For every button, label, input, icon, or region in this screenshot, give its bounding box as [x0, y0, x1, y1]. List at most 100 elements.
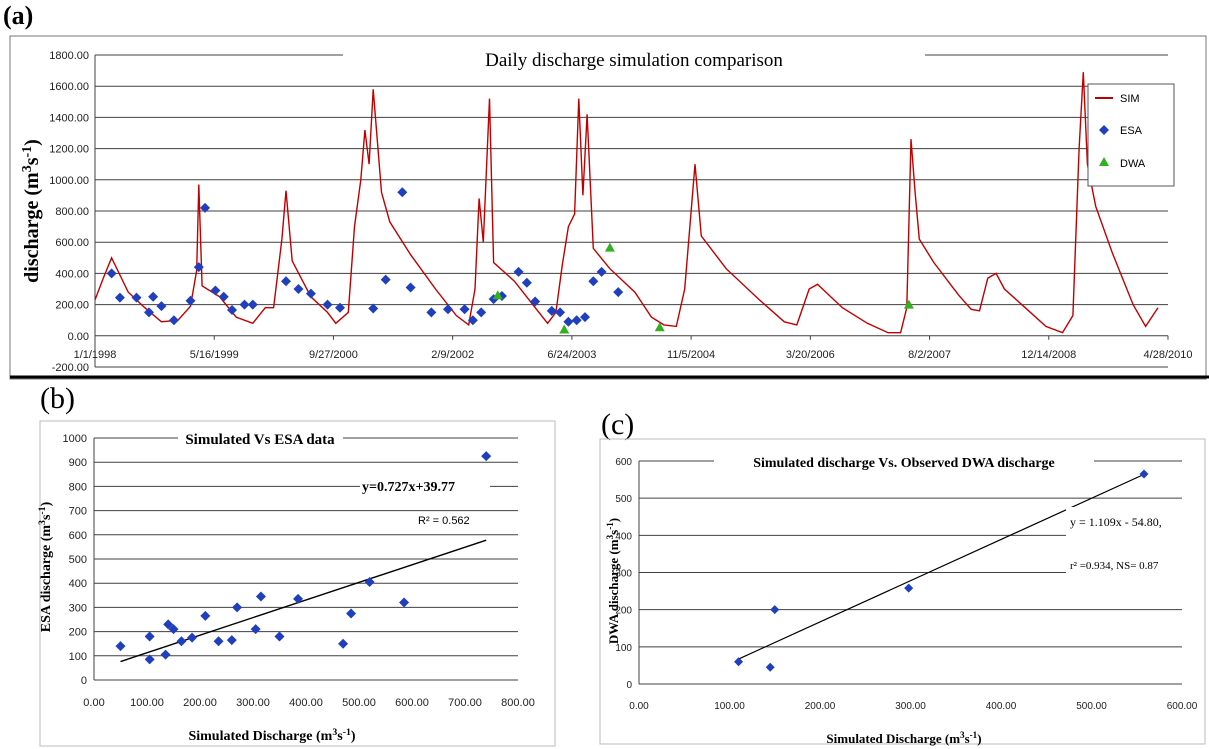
x-tick-label: 700.00	[448, 697, 482, 709]
y-tick-label: 300	[615, 569, 632, 580]
y-tick-label: 400	[69, 578, 87, 590]
chart-b: 0 100 200 300 400 500 600 700 800 900 1000 0.00 100.…	[37, 420, 556, 747]
esa-scatter-point	[293, 593, 304, 604]
chart-a-title: Daily discharge simulation comparison	[485, 50, 783, 71]
esa-point	[334, 302, 345, 313]
chart-b-x-axis-label: Simulated Discharge (m3s-1)	[188, 727, 355, 745]
esa-point	[513, 266, 524, 277]
dwa-point	[559, 324, 570, 334]
y-tick-label: 1200.00	[49, 144, 89, 156]
esa-scatter-point	[200, 610, 211, 621]
y-tick-label: 0	[626, 680, 632, 691]
esa-point	[305, 288, 316, 299]
x-tick-label: 200.00	[805, 701, 836, 712]
x-tick-label: 8/2/2007	[908, 349, 951, 361]
x-tick-label: 3/20/2006	[786, 349, 835, 361]
esa-scatter-point	[481, 451, 492, 462]
esa-point	[563, 316, 574, 327]
esa-point	[442, 304, 453, 315]
x-tick-label: 300.00	[236, 697, 270, 709]
x-tick-label: 5/16/1999	[190, 349, 239, 361]
esa-point	[613, 287, 624, 298]
y-tick-label: 300	[69, 602, 87, 614]
x-tick-label: 500.00	[342, 697, 376, 709]
y-tick-label: 600.00	[55, 237, 89, 249]
esa-scatter-point	[232, 602, 243, 613]
esa-point	[131, 292, 142, 303]
trendline	[738, 473, 1147, 660]
dwa-point	[654, 322, 665, 332]
y-tick-label: 900	[69, 457, 87, 469]
chart-c-y-axis-label: DWA discharge (m3s-1)	[605, 518, 621, 644]
y-tick-label: 700	[69, 506, 87, 518]
y-tick-label: 500	[615, 494, 632, 505]
esa-scatter-point	[187, 632, 198, 643]
esa-point	[571, 315, 582, 326]
esa-scatter-point	[144, 654, 155, 665]
esa-point	[555, 307, 566, 318]
esa-point	[156, 301, 167, 312]
esa-point	[397, 187, 408, 198]
y-tick-label: 400	[615, 531, 632, 542]
x-tick-label: 2/9/2002	[431, 349, 474, 361]
x-tick-label: 400.00	[289, 697, 323, 709]
r2-background	[1066, 557, 1186, 573]
y-tick-label: 400.00	[55, 268, 89, 280]
x-tick-label: 6/24/2003	[547, 349, 596, 361]
esa-point	[227, 305, 238, 316]
chart-b-y-axis-label: ESA discharge (m3s-1)	[37, 501, 55, 632]
esa-point	[546, 305, 557, 316]
x-tick-label: 0.00	[83, 697, 104, 709]
y-tick-label: 0.00	[68, 331, 89, 343]
esa-scatter-point	[144, 631, 155, 642]
esa-point	[368, 303, 379, 314]
chart-a-legend	[1087, 83, 1175, 187]
y-tick-label: 800	[69, 481, 87, 493]
chart-c-x-axis-label: Simulated Discharge (m3s-1)	[826, 730, 981, 746]
esa-scatter-point	[163, 619, 174, 630]
legend-sim-label: SIM	[1120, 93, 1140, 105]
y-tick-label: 1600.00	[49, 81, 89, 93]
chart-c: 0 100 200 300 400 500 600 0.00 100.00 200.00 300.0…	[599, 438, 1206, 746]
esa-point	[114, 292, 125, 303]
y-tick-label: 1000	[63, 433, 87, 445]
esa-point	[143, 307, 154, 318]
chart-c-frame	[599, 438, 1206, 745]
y-tick-label: 100	[69, 651, 87, 663]
dwa-scatter-point	[765, 662, 775, 672]
esa-point	[148, 291, 159, 302]
chart-b-frame	[39, 420, 556, 747]
panel-label-b: (b)	[40, 382, 75, 415]
x-tick-label: 9/27/2000	[309, 349, 358, 361]
legend-dwa-label: DWA	[1120, 158, 1146, 170]
esa-point	[476, 307, 487, 318]
esa-scatter-point	[346, 608, 357, 619]
dwa-point	[903, 299, 914, 309]
y-tick-label: 200	[69, 627, 87, 639]
x-tick-label: 1/1/1998	[74, 349, 117, 361]
x-tick-label: 11/5/2004	[667, 349, 715, 361]
y-tick-label: 1800.00	[49, 50, 89, 62]
esa-scatter-point	[250, 624, 261, 635]
chart-a: -200.00 0.00 200.00 400.00 600.00 800.00 1000.…	[9, 35, 1209, 380]
esa-point	[467, 315, 478, 326]
title-background	[343, 43, 925, 75]
chart-a-y-axis-label: discharge (m3s-1)	[20, 139, 44, 283]
legend-esa-label: ESA	[1120, 125, 1143, 137]
esa-point	[106, 268, 117, 279]
esa-point	[426, 307, 437, 318]
x-tick-label: 12/14/2008	[1021, 349, 1076, 361]
y-tick-label: -200.00	[52, 362, 89, 374]
esa-point	[521, 277, 532, 288]
esa-point	[405, 282, 416, 293]
esa-scatter-point	[160, 649, 171, 660]
chart-b-title: Simulated Vs ESA data	[185, 432, 335, 448]
esa-point	[247, 299, 258, 310]
esa-scatter-point	[213, 636, 224, 647]
x-tick-label: 800.00	[501, 697, 535, 709]
esa-scatter-point	[338, 638, 349, 649]
dwa-scatter-point	[734, 657, 744, 667]
esa-point	[200, 202, 211, 213]
dwa-scatter-point	[770, 605, 780, 615]
y-tick-label: 100	[615, 643, 632, 654]
